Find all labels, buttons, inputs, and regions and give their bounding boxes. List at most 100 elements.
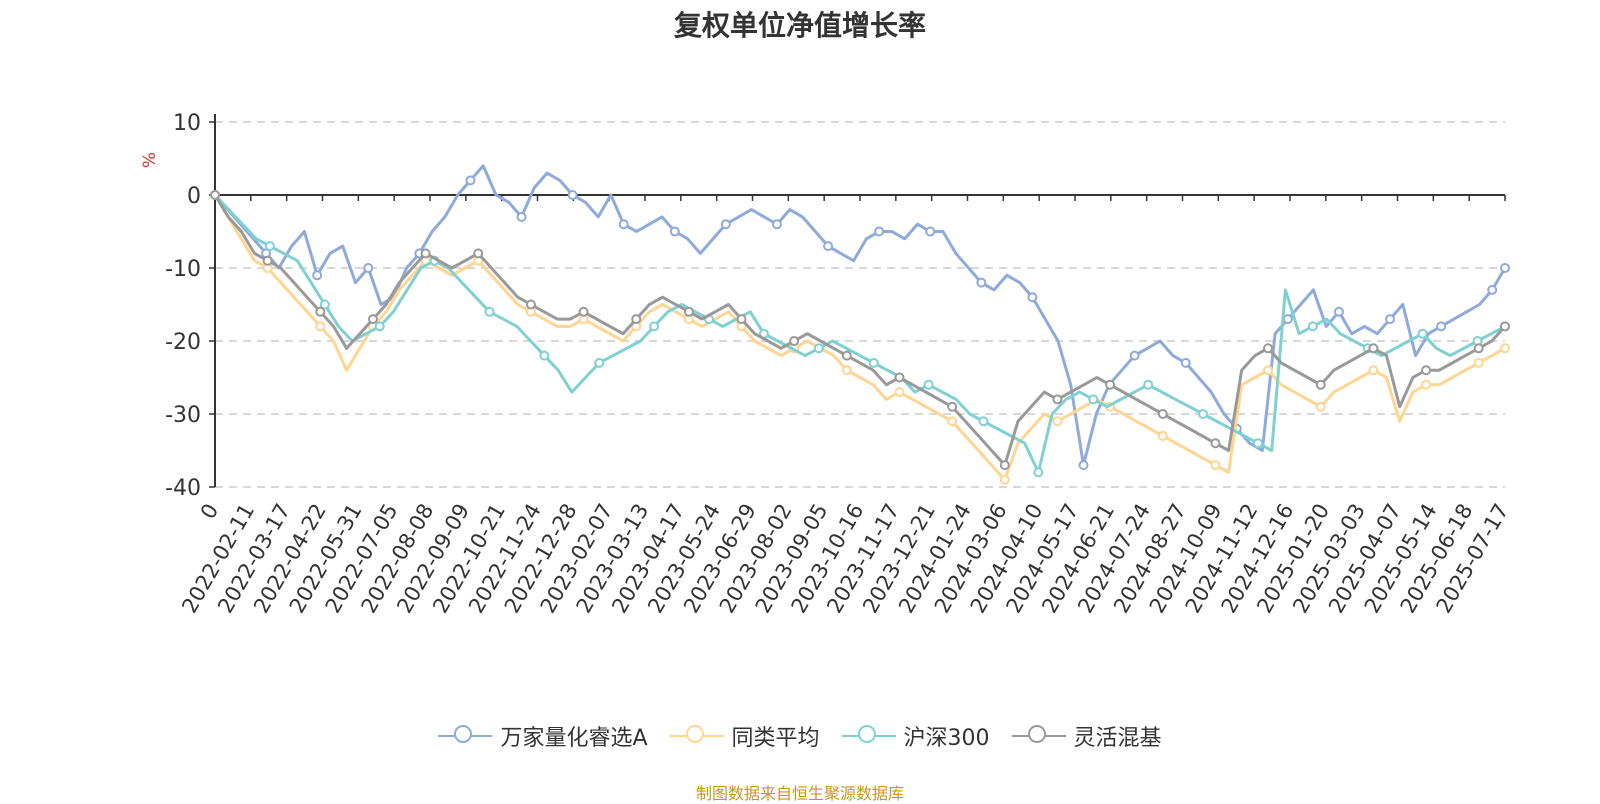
series-point-2 <box>1088 394 1099 405</box>
legend-label: 沪深300 <box>903 726 990 751</box>
series-point-3 <box>1315 379 1326 390</box>
series-point-0 <box>1385 314 1396 325</box>
series-line-3 <box>213 194 1507 467</box>
series-point-3 <box>210 190 220 200</box>
legend: 万家量化睿选A 同类平均 沪深300 灵活混基 <box>0 720 1600 752</box>
series-point-0 <box>1487 284 1498 295</box>
source-note: 制图数据来自恒生聚源数据库 <box>695 784 904 803</box>
line-chart: 100-10-20-30-4002022-02-112022-03-172022… <box>140 111 1513 617</box>
series-point-2 <box>264 241 275 252</box>
series-point-2 <box>1252 438 1263 449</box>
y-tick-label: -40 <box>165 476 201 501</box>
series-point-3 <box>367 314 378 325</box>
series-point-3 <box>1421 365 1432 376</box>
series-line-0 <box>213 164 1507 467</box>
x-tick-label: 0 <box>196 500 223 524</box>
legend-circle-icon <box>438 723 493 749</box>
series-point-0 <box>618 219 629 230</box>
series-point-0 <box>465 175 476 186</box>
series-point-2 <box>319 299 330 310</box>
series-point-2 <box>868 357 879 368</box>
series-point-2 <box>539 350 550 361</box>
series-point-1 <box>1157 430 1168 441</box>
series-point-3 <box>1052 394 1063 405</box>
series-point-2 <box>978 416 989 427</box>
series-layer <box>210 164 1510 485</box>
series-point-3 <box>894 372 905 383</box>
legend-item-0[interactable]: 万家量化睿选A <box>438 720 648 752</box>
grid-lines <box>215 121 1505 488</box>
series-point-1 <box>894 387 905 398</box>
series-point-3 <box>420 248 431 259</box>
series-point-1 <box>1263 365 1274 376</box>
series-point-0 <box>516 211 527 222</box>
series-point-0 <box>1180 357 1191 368</box>
series-point-0 <box>1027 292 1038 303</box>
series-point-3 <box>683 306 694 317</box>
series-point-1 <box>1473 357 1484 368</box>
y-axis-label: % <box>140 152 160 168</box>
legend-label: 同类平均 <box>731 726 820 751</box>
series-line-1 <box>213 194 1506 482</box>
series-point-3 <box>262 255 273 266</box>
series-point-2 <box>374 321 385 332</box>
series-point-3 <box>578 306 589 317</box>
y-tick-label: -30 <box>165 403 201 428</box>
series-point-1 <box>1315 401 1326 412</box>
legend-item-2[interactable]: 沪深300 <box>841 720 990 752</box>
series-point-0 <box>1129 350 1140 361</box>
y-tick-label: -20 <box>165 330 201 355</box>
series-point-0 <box>1333 306 1344 317</box>
series-point-1 <box>315 321 326 332</box>
legend-label: 灵活混基 <box>1073 726 1162 751</box>
series-point-1 <box>947 416 958 427</box>
series-point-0 <box>720 219 731 230</box>
axes: 100-10-20-30-4002022-02-112022-03-172022… <box>165 111 1513 617</box>
series-point-0 <box>874 226 885 237</box>
series-point-3 <box>1473 343 1484 354</box>
series-point-3 <box>631 314 642 325</box>
series-point-3 <box>841 350 852 361</box>
series-point-3 <box>789 336 800 346</box>
y-tick-label: 10 <box>173 111 201 136</box>
series-point-0 <box>1078 460 1089 471</box>
series-point-0 <box>976 277 987 288</box>
series-point-0 <box>823 241 834 252</box>
y-tick-label: -10 <box>165 257 201 282</box>
series-point-1 <box>1052 416 1063 427</box>
series-point-1 <box>841 365 852 376</box>
series-point-3 <box>473 248 484 259</box>
chart-title: 复权单位净值增长率 <box>673 9 926 42</box>
series-point-3 <box>1368 343 1379 354</box>
y-tick-label: 0 <box>187 184 201 209</box>
series-point-3 <box>999 460 1010 471</box>
legend-item-3[interactable]: 灵活混基 <box>1011 720 1162 752</box>
series-point-3 <box>315 306 326 317</box>
series-point-3 <box>947 401 958 412</box>
legend-circle-icon <box>841 723 896 749</box>
series-point-2 <box>813 343 824 354</box>
series-point-1 <box>1421 379 1432 390</box>
series-point-1 <box>1368 365 1379 376</box>
series-point-2 <box>1143 379 1154 390</box>
series-point-0 <box>1436 321 1447 332</box>
series-point-0 <box>1282 314 1293 325</box>
series-point-1 <box>1500 343 1510 354</box>
series-point-2 <box>484 306 495 317</box>
series-point-0 <box>363 263 374 273</box>
series-point-2 <box>1417 328 1428 339</box>
series-point-2 <box>923 379 934 390</box>
legend-circle-icon <box>669 723 724 749</box>
legend-circle-icon <box>1011 723 1066 749</box>
series-point-3 <box>1263 343 1274 354</box>
series-point-2 <box>649 321 660 332</box>
series-point-2 <box>594 357 605 368</box>
series-point-1 <box>1210 460 1221 471</box>
series-point-3 <box>1105 379 1116 390</box>
series-line-2 <box>213 193 1506 474</box>
legend-item-1[interactable]: 同类平均 <box>669 720 820 752</box>
series-point-0 <box>312 270 323 281</box>
series-point-3 <box>736 314 747 325</box>
series-point-3 <box>1157 409 1168 419</box>
series-point-3 <box>1210 438 1221 449</box>
